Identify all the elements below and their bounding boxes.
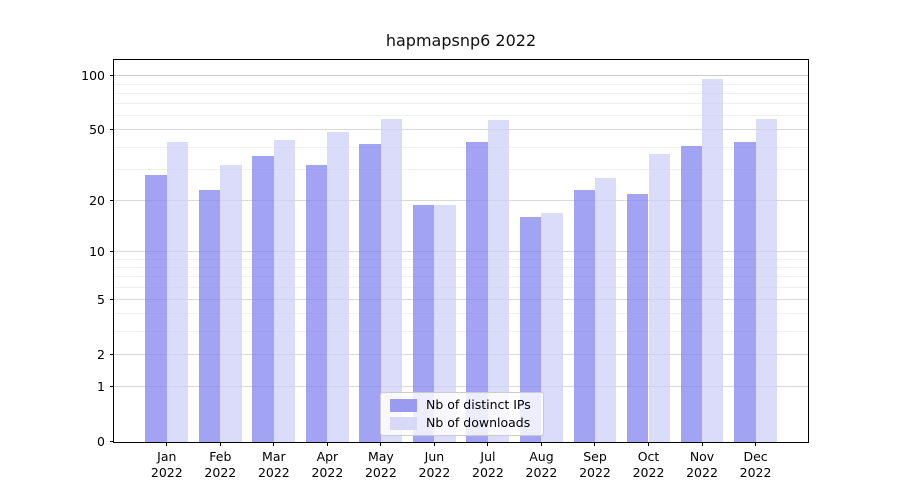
gridline-y-40	[114, 146, 808, 148]
legend-swatch-distinct-ips	[390, 398, 417, 412]
bar-distinct-ips-jan	[145, 175, 167, 442]
bar-downloads-jul	[487, 120, 510, 442]
bar-distinct-ips-apr	[305, 164, 328, 442]
plot-area: 0 1 2 5 10 20 50 100 Jan 2022 Feb 2022 Mar 2022 Apr…	[81, 59, 809, 480]
x-tick-nov	[701, 442, 703, 446]
y-tick-label-2: 2	[97, 346, 105, 362]
gridline-y-30	[114, 168, 808, 170]
bar-distinct-ips-sep	[573, 190, 595, 442]
x-tick-label-mar: Mar 2022	[257, 449, 290, 480]
bar-distinct-ips-nov	[680, 145, 703, 442]
bar-downloads-may	[380, 118, 403, 442]
gridline-y-10	[114, 250, 808, 252]
x-tick-label-apr: Apr 2022	[311, 449, 344, 480]
y-tick-1	[110, 386, 114, 388]
x-tick-jan	[166, 442, 168, 446]
legend-swatch-downloads	[390, 416, 417, 430]
y-tick-0	[110, 441, 114, 442]
bar-downloads-feb	[220, 164, 242, 442]
gridline-y-6	[114, 286, 808, 288]
bars-layer	[114, 60, 808, 442]
y-tick-label-20: 20	[89, 192, 105, 208]
axis-layer: 0 1 2 5 10 20 50 100 Jan 2022 Feb 2022 Mar 2022 Apr…	[81, 60, 808, 480]
gridline-y-50	[114, 129, 808, 131]
bar-downloads-oct	[648, 153, 670, 442]
legend-item-distinct-ips: Nb of distinct IPs	[390, 398, 534, 412]
x-tick-sep	[594, 442, 596, 446]
chart-title: hapmapsnp6 2022	[385, 31, 537, 50]
x-tick-aug	[540, 442, 542, 446]
legend: Nb of distinct IPs Nb of downloads	[380, 392, 544, 436]
gridline-y-90	[114, 83, 808, 85]
gridline-y-20	[114, 199, 808, 201]
gridline-y-3	[114, 331, 808, 333]
x-tick-label-nov: Nov 2022	[686, 449, 718, 480]
x-tick-oct	[648, 442, 649, 446]
gridline-y-60	[114, 115, 808, 117]
x-tick-may	[380, 442, 382, 446]
bar-distinct-ips-oct	[627, 193, 649, 442]
y-tick-50	[110, 129, 114, 131]
bar-distinct-ips-dec	[734, 142, 756, 442]
gridline-y-100	[114, 75, 808, 77]
legend-label-downloads: Nb of downloads	[426, 415, 531, 430]
x-tick-label-jul: Jul 2022	[472, 449, 504, 480]
gridline-y-70	[114, 103, 808, 105]
bar-downloads-dec	[755, 118, 777, 442]
x-tick-label-feb: Feb 2022	[204, 449, 237, 480]
x-tick-label-jan: Jan 2022	[150, 449, 183, 480]
y-tick-label-1: 1	[97, 379, 105, 395]
gridline-y-4	[114, 313, 808, 315]
bar-downloads-jan	[166, 142, 189, 442]
bar-downloads-aug	[541, 212, 563, 442]
bar-distinct-ips-may	[359, 143, 381, 442]
y-tick-label-5: 5	[97, 292, 105, 308]
x-tick-mar	[273, 442, 275, 446]
bar-downloads-apr	[327, 131, 349, 442]
bar-distinct-ips-jun	[412, 204, 435, 442]
x-tick-label-aug: Aug 2022	[525, 449, 558, 480]
x-tick-feb	[219, 442, 221, 446]
y-tick-label-100: 100	[81, 68, 105, 84]
y-tick-100	[110, 75, 114, 77]
gridline-y-1	[114, 386, 808, 388]
bar-distinct-ips-feb	[198, 190, 221, 442]
bar-downloads-mar	[273, 140, 296, 442]
bar-distinct-ips-aug	[520, 217, 542, 442]
x-tick-label-oct: Oct 2022	[632, 449, 665, 480]
y-tick-label-10: 10	[89, 243, 105, 259]
x-tick-label-sep: Sep 2022	[579, 449, 611, 480]
y-tick-20	[110, 199, 114, 201]
gridline-y-8	[114, 266, 808, 268]
grid-layer	[114, 60, 808, 442]
x-tick-dec	[755, 442, 757, 446]
legend-label-distinct-ips: Nb of distinct IPs	[426, 397, 531, 412]
legend-item-downloads: Nb of downloads	[390, 416, 534, 430]
y-tick-5	[110, 299, 114, 301]
y-tick-label-50: 50	[89, 122, 105, 138]
gridline-y-7	[114, 276, 808, 278]
bar-downloads-nov	[702, 79, 724, 442]
x-tick-jun	[433, 442, 435, 446]
x-tick-jul	[487, 442, 489, 446]
bar-distinct-ips-mar	[252, 155, 274, 442]
x-tick-label-may: May 2022	[364, 449, 397, 480]
gridline-y-9	[114, 258, 808, 260]
bar-downloads-jun	[434, 204, 456, 442]
gridline-y-80	[114, 92, 808, 94]
y-tick-2	[110, 353, 114, 355]
gridline-y-5	[114, 299, 808, 301]
gridline-y-2	[114, 353, 808, 355]
y-tick-label-0: 0	[97, 434, 105, 449]
y-tick-10	[110, 250, 114, 252]
x-tick-apr	[326, 442, 328, 446]
x-tick-label-dec: Dec 2022	[739, 449, 772, 480]
bar-distinct-ips-jul	[466, 142, 488, 442]
bar-downloads-sep	[594, 177, 617, 442]
x-tick-label-jun: Jun 2022	[418, 449, 451, 480]
